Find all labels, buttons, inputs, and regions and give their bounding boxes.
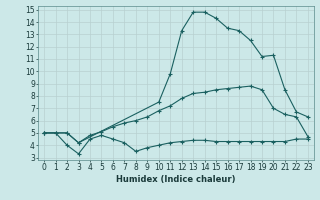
X-axis label: Humidex (Indice chaleur): Humidex (Indice chaleur): [116, 175, 236, 184]
